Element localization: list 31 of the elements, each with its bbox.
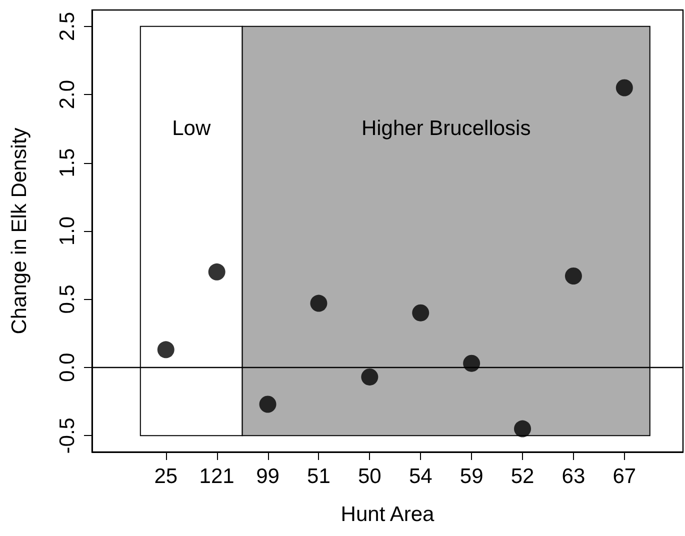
x-tick-label: 25 xyxy=(154,465,178,488)
x-axis-title: Hunt Area xyxy=(340,503,435,526)
y-tick-label: 1.5 xyxy=(56,148,79,178)
y-tick-label: 2.0 xyxy=(56,80,79,110)
y-tick-label: -0.5 xyxy=(56,418,79,454)
x-tick-label: 54 xyxy=(408,465,433,488)
band-label: Low xyxy=(172,116,212,140)
band-label: Higher Brucellosis xyxy=(361,116,531,140)
x-tick-label: 63 xyxy=(562,465,586,488)
x-tick-label: 59 xyxy=(460,465,484,488)
x-tick-label: 99 xyxy=(256,465,280,488)
point xyxy=(259,396,276,413)
x-tick-label: 50 xyxy=(358,465,382,488)
x-tick-label: 52 xyxy=(510,465,534,488)
x-tick-label: 51 xyxy=(307,465,330,488)
point xyxy=(564,268,582,285)
y-axis-title: Change in Elk Density xyxy=(8,127,31,334)
x-tick-label: 67 xyxy=(612,465,636,488)
point xyxy=(616,79,633,96)
y-tick-label: 2.5 xyxy=(56,12,79,41)
point xyxy=(208,263,226,280)
point xyxy=(463,354,480,372)
x-tick-label: 121 xyxy=(199,465,234,488)
point xyxy=(514,420,532,438)
point xyxy=(310,294,328,312)
point xyxy=(412,304,430,322)
y-tick-label: 1.0 xyxy=(56,216,79,246)
y-tick-label: 0.0 xyxy=(56,352,79,382)
point xyxy=(361,368,378,386)
y-tick-label: 0.5 xyxy=(56,284,79,314)
point xyxy=(157,341,174,358)
